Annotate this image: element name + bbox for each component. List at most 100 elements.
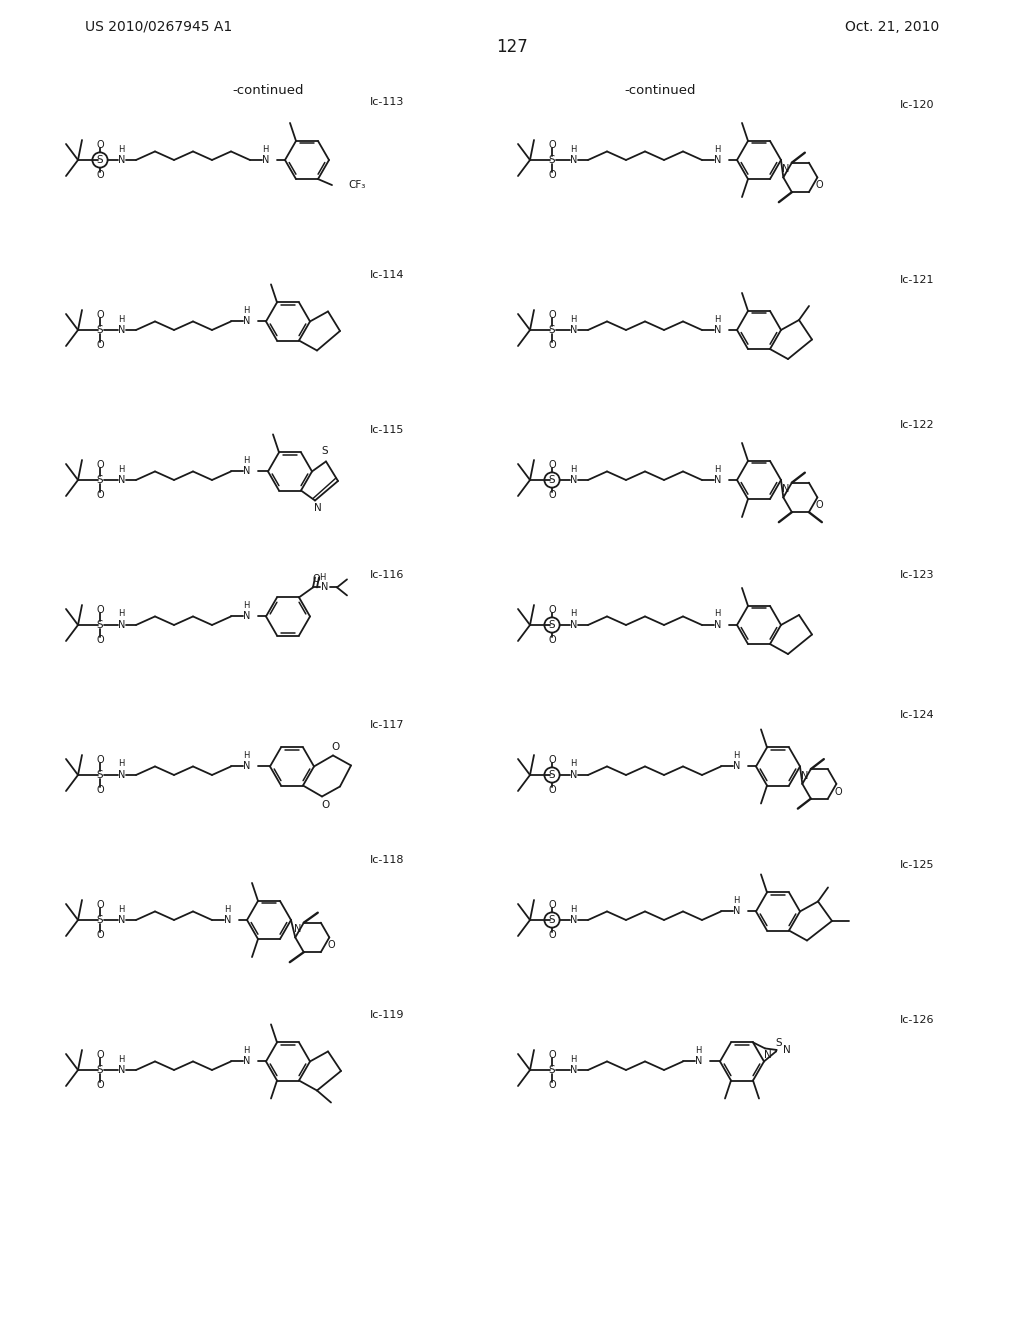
Text: N: N [294, 924, 301, 935]
Text: Ic-121: Ic-121 [900, 275, 935, 285]
Text: CF₃: CF₃ [348, 180, 366, 190]
Text: N: N [119, 1065, 126, 1074]
Text: O: O [96, 341, 103, 350]
Text: O: O [815, 500, 823, 511]
Text: N: N [764, 1051, 772, 1060]
Text: S: S [549, 770, 555, 780]
Text: O: O [312, 574, 319, 585]
Text: N: N [262, 154, 269, 165]
Text: O: O [96, 900, 103, 909]
Text: Ic-124: Ic-124 [900, 710, 935, 719]
Text: N: N [244, 317, 251, 326]
Text: S: S [96, 915, 103, 925]
Text: H: H [714, 144, 720, 153]
Text: N: N [570, 154, 578, 165]
Text: O: O [96, 459, 103, 470]
Text: O: O [548, 785, 556, 795]
Text: Ic-118: Ic-118 [370, 855, 404, 865]
Text: S: S [96, 325, 103, 335]
Text: S: S [96, 475, 103, 484]
Text: H: H [118, 314, 124, 323]
Text: US 2010/0267945 A1: US 2010/0267945 A1 [85, 20, 232, 34]
Text: O: O [548, 459, 556, 470]
Text: N: N [695, 1056, 702, 1067]
Text: N: N [781, 165, 790, 174]
Text: N: N [715, 325, 722, 335]
Text: N: N [244, 1056, 251, 1067]
Text: H: H [262, 144, 268, 153]
Text: O: O [96, 140, 103, 150]
Text: N: N [733, 907, 740, 916]
Text: Ic-116: Ic-116 [370, 570, 404, 579]
Text: N: N [119, 154, 126, 165]
Text: O: O [548, 341, 556, 350]
Text: H: H [695, 1045, 701, 1055]
Text: Ic-113: Ic-113 [370, 96, 404, 107]
Text: O: O [96, 1080, 103, 1090]
Text: N: N [244, 762, 251, 771]
Text: N: N [715, 475, 722, 484]
Text: H: H [118, 904, 124, 913]
Text: N: N [570, 620, 578, 630]
Text: N: N [570, 475, 578, 484]
Text: H: H [243, 306, 249, 315]
Text: H: H [569, 610, 577, 619]
Text: N: N [224, 915, 231, 925]
Text: N: N [715, 154, 722, 165]
Text: N: N [570, 915, 578, 925]
Text: N: N [733, 762, 740, 771]
Text: S: S [322, 446, 329, 457]
Text: Ic-119: Ic-119 [370, 1010, 404, 1020]
Text: O: O [548, 140, 556, 150]
Text: 127: 127 [496, 38, 528, 55]
Text: H: H [243, 1045, 249, 1055]
Text: H: H [733, 896, 739, 906]
Text: N: N [119, 475, 126, 484]
Text: S: S [96, 1065, 103, 1074]
Text: Ic-115: Ic-115 [370, 425, 404, 436]
Text: N: N [244, 466, 251, 477]
Text: O: O [548, 310, 556, 319]
Text: S: S [549, 475, 555, 484]
Text: -continued: -continued [625, 83, 695, 96]
Text: S: S [549, 154, 555, 165]
Text: H: H [118, 610, 124, 619]
Text: H: H [569, 759, 577, 768]
Text: Ic-114: Ic-114 [370, 271, 404, 280]
Text: H: H [569, 314, 577, 323]
Text: O: O [548, 1049, 556, 1060]
Text: O: O [815, 181, 823, 190]
Text: S: S [96, 154, 103, 165]
Text: H: H [118, 465, 124, 474]
Text: O: O [548, 490, 556, 500]
Text: H: H [714, 314, 720, 323]
Text: N: N [781, 484, 790, 495]
Text: H: H [118, 144, 124, 153]
Text: O: O [332, 742, 340, 752]
Text: -continued: -continued [232, 83, 304, 96]
Text: N: N [244, 611, 251, 622]
Text: N: N [314, 503, 322, 512]
Text: Ic-122: Ic-122 [900, 420, 935, 430]
Text: Ic-126: Ic-126 [900, 1015, 935, 1026]
Text: N: N [322, 582, 329, 593]
Text: H: H [243, 455, 249, 465]
Text: H: H [569, 465, 577, 474]
Text: N: N [782, 1045, 791, 1055]
Text: H: H [733, 751, 739, 760]
Text: N: N [801, 771, 808, 781]
Text: O: O [548, 1080, 556, 1090]
Text: H: H [714, 610, 720, 619]
Text: S: S [549, 620, 555, 630]
Text: O: O [548, 755, 556, 766]
Text: S: S [96, 620, 103, 630]
Text: N: N [119, 620, 126, 630]
Text: N: N [119, 915, 126, 925]
Text: O: O [548, 605, 556, 615]
Text: H: H [118, 759, 124, 768]
Text: S: S [549, 325, 555, 335]
Text: N: N [119, 325, 126, 335]
Text: N: N [570, 1065, 578, 1074]
Text: H: H [569, 904, 577, 913]
Text: S: S [549, 915, 555, 925]
